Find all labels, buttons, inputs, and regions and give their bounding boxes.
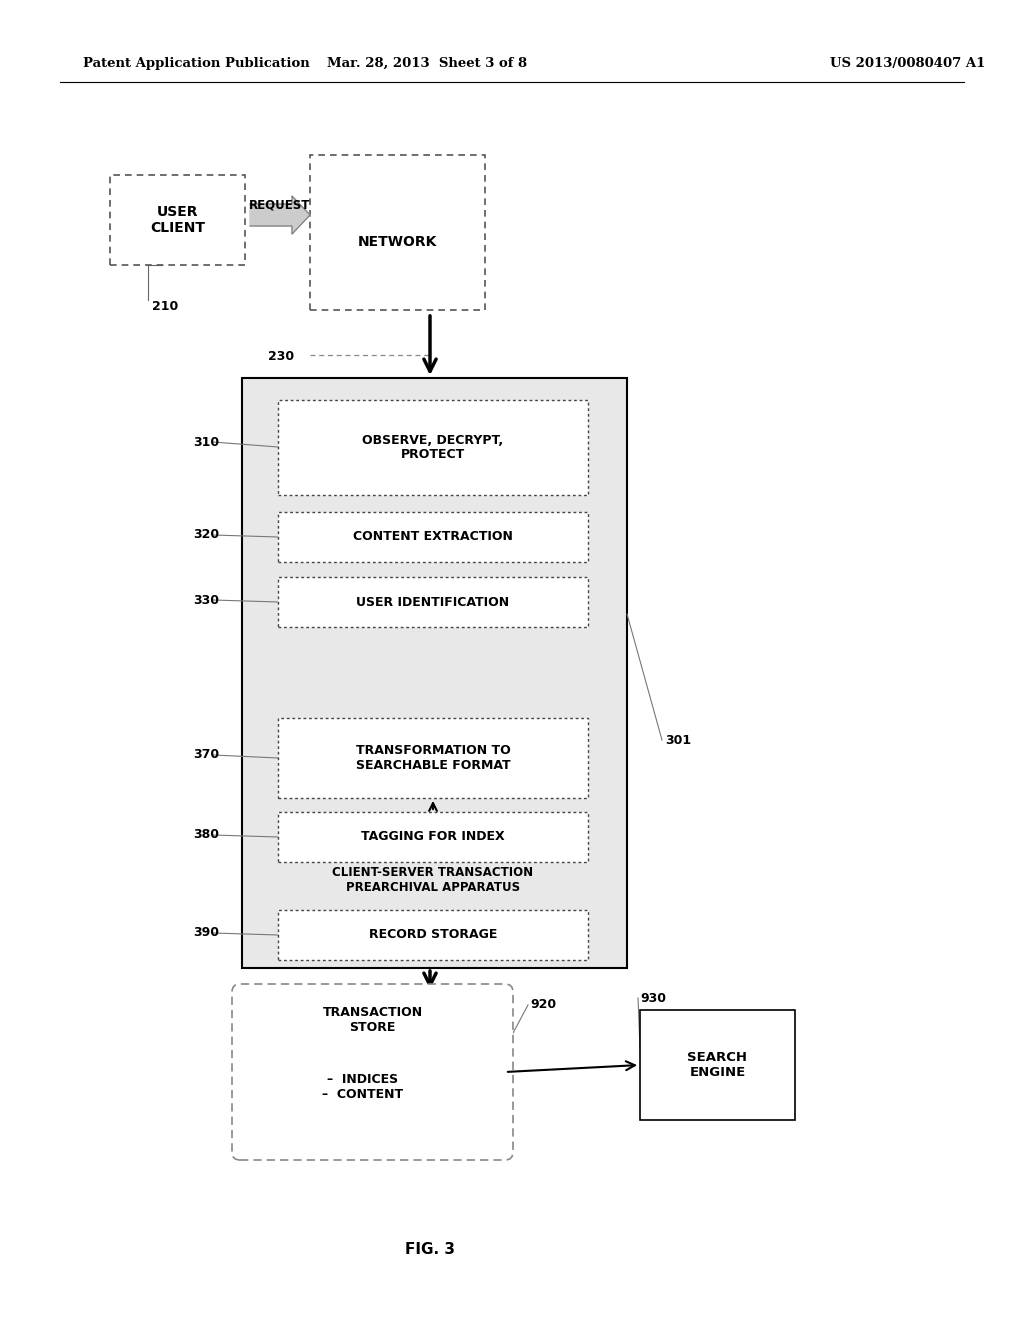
Text: 230: 230 (268, 351, 294, 363)
Text: FIG. 3: FIG. 3 (406, 1242, 455, 1258)
Text: RECORD STORAGE: RECORD STORAGE (369, 928, 498, 941)
Text: 370: 370 (193, 748, 219, 762)
Text: USER
CLIENT: USER CLIENT (150, 205, 205, 235)
Bar (242, 378, 627, 968)
Text: NETWORK: NETWORK (357, 235, 437, 249)
Bar (278, 512, 588, 562)
Bar (310, 154, 485, 310)
Text: SEARCH
ENGINE: SEARCH ENGINE (687, 1051, 748, 1078)
Text: 930: 930 (640, 991, 666, 1005)
Bar (278, 909, 588, 960)
Text: –  INDICES
–  CONTENT: – INDICES – CONTENT (322, 1073, 403, 1101)
Text: TAGGING FOR INDEX: TAGGING FOR INDEX (361, 830, 505, 843)
Bar (278, 718, 588, 799)
Text: 320: 320 (193, 528, 219, 541)
Text: TRANSACTION
STORE: TRANSACTION STORE (323, 1006, 423, 1034)
Polygon shape (250, 195, 310, 234)
Text: Mar. 28, 2013  Sheet 3 of 8: Mar. 28, 2013 Sheet 3 of 8 (327, 57, 527, 70)
Text: 920: 920 (530, 998, 556, 1011)
Text: US 2013/0080407 A1: US 2013/0080407 A1 (830, 57, 985, 70)
Text: 330: 330 (193, 594, 219, 606)
Text: 380: 380 (193, 829, 219, 842)
Text: REQUEST: REQUEST (249, 198, 310, 211)
Text: 301: 301 (665, 734, 691, 747)
Text: USER IDENTIFICATION: USER IDENTIFICATION (356, 595, 510, 609)
Text: OBSERVE, DECRYPT,
PROTECT: OBSERVE, DECRYPT, PROTECT (362, 433, 504, 462)
Text: TRANSFORMATION TO
SEARCHABLE FORMAT: TRANSFORMATION TO SEARCHABLE FORMAT (355, 744, 510, 772)
Text: Patent Application Publication: Patent Application Publication (83, 57, 309, 70)
Text: CONTENT EXTRACTION: CONTENT EXTRACTION (353, 531, 513, 544)
FancyBboxPatch shape (232, 983, 513, 1160)
Text: CLIENT-SERVER TRANSACTION
PREARCHIVAL APPARATUS: CLIENT-SERVER TRANSACTION PREARCHIVAL AP… (333, 866, 534, 894)
Text: 210: 210 (152, 301, 178, 314)
Bar (110, 176, 245, 265)
Bar (278, 812, 588, 862)
Bar (278, 577, 588, 627)
Text: 390: 390 (193, 927, 219, 940)
Bar (640, 1010, 795, 1119)
Bar (278, 400, 588, 495)
Text: 310: 310 (193, 436, 219, 449)
